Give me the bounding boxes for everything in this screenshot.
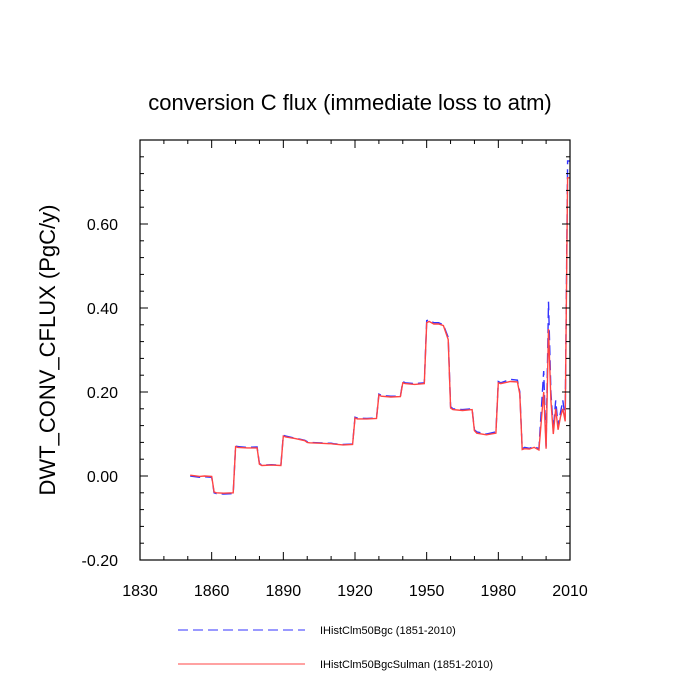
y-tick-label: 0.60 xyxy=(87,217,118,234)
axes: 1830 1860 1890 1920 1950 1980 2010 -0.20 0.00 0.2… xyxy=(82,139,588,600)
x-tick-label: 1890 xyxy=(266,583,302,600)
series-line-2 xyxy=(190,177,570,494)
chart-title: conversion C flux (immediate loss to atm… xyxy=(148,90,551,115)
legend: IHistClm50Bgc (1851-2010) IHistClm50BgcSu… xyxy=(178,625,493,671)
y-tick-label: 0.40 xyxy=(87,301,118,318)
legend-label-1: IHistClm50Bgc (1851-2010) xyxy=(320,625,456,637)
y-tick-label: -0.20 xyxy=(82,553,119,570)
x-tick-label: 2010 xyxy=(552,583,588,600)
plot-frame xyxy=(139,139,571,561)
x-tick-label: 1860 xyxy=(194,583,230,600)
y-tick-label: 0.00 xyxy=(87,469,118,486)
y-tick-label: 0.20 xyxy=(87,385,118,402)
plot-area xyxy=(190,160,570,495)
legend-label-2: IHistClm50BgcSulman (1851-2010) xyxy=(320,659,493,671)
x-tick-label: 1920 xyxy=(337,583,373,600)
x-tick-label: 1980 xyxy=(481,583,517,600)
y-axis-label: DWT_CONV_CFLUX (PgC/y) xyxy=(35,205,60,496)
series-line-1 xyxy=(190,160,570,495)
x-tick-label: 1950 xyxy=(409,583,445,600)
x-tick-label: 1830 xyxy=(122,583,158,600)
